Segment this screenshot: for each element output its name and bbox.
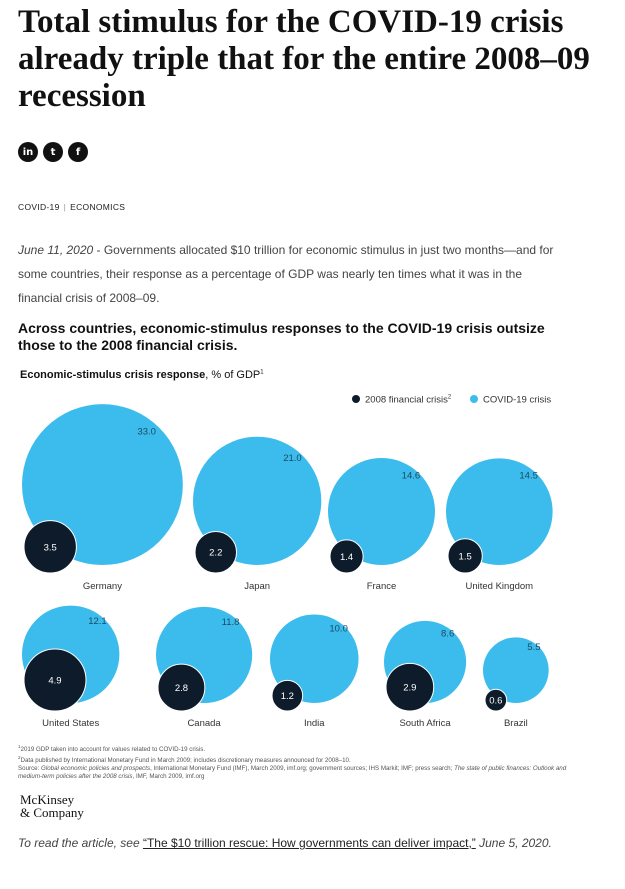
legend-swatch-2008 xyxy=(352,395,360,403)
value-2008-canada: 2.8 xyxy=(175,683,188,694)
chart-measure: Economic-stimulus crisis response, % of … xyxy=(20,369,264,381)
topic-tags: COVID-19 | ECONOMICS xyxy=(18,202,125,212)
value-covid-france: 14.6 xyxy=(402,470,421,481)
facebook-icon[interactable]: f xyxy=(68,142,88,162)
country-label-canada: Canada xyxy=(187,718,221,729)
unit-label: % of GDP xyxy=(211,369,261,381)
country-label-germany: Germany xyxy=(83,581,122,592)
tag-separator: | xyxy=(63,202,67,212)
legend-label-covid: COVID-19 crisis xyxy=(483,395,551,406)
mckinsey-logo: McKinsey & Company xyxy=(20,793,84,819)
read-more-prefix: To read the article, see xyxy=(18,836,143,850)
value-2008-brazil: 0.6 xyxy=(489,696,502,707)
value-2008-south-africa: 2.9 xyxy=(403,683,416,694)
tag-economics[interactable]: ECONOMICS xyxy=(70,202,126,212)
footnotes: 12019 GDP taken into account for values … xyxy=(18,743,578,781)
bubble-covid-united-kingdom xyxy=(446,458,553,565)
bubble-covid-brazil xyxy=(482,637,549,703)
legend-swatch-covid xyxy=(470,395,478,403)
value-covid-united-states: 12.1 xyxy=(88,616,107,627)
bubble-2008-united-states xyxy=(23,648,87,712)
page-title: Total stimulus for the COVID-19 crisis a… xyxy=(18,4,590,114)
value-covid-germany: 33.0 xyxy=(137,427,156,438)
intro-paragraph: June 11, 2020 - Governments allocated $1… xyxy=(18,238,558,310)
logo-line-2: & Company xyxy=(20,805,84,820)
value-covid-united-kingdom: 14.5 xyxy=(519,471,538,482)
value-2008-united-kingdom: 1.5 xyxy=(459,551,472,562)
chart-heading: Across countries, economic-stimulus resp… xyxy=(18,320,545,353)
footnote-2: 2Data published by International Monetar… xyxy=(18,755,351,765)
intro-text: - Governments allocated $10 trillion for… xyxy=(18,243,554,305)
country-label-japan: Japan xyxy=(244,581,270,592)
bubble-2008-united-kingdom xyxy=(447,538,483,574)
source-note: Source: Global economic policies and pro… xyxy=(18,765,567,781)
publish-date: June 11, 2020 xyxy=(18,243,94,257)
value-2008-france: 1.4 xyxy=(340,552,353,563)
bubble-chart: 2008 financial crisis2 COVID-19 crisis 33.… xyxy=(21,395,553,729)
bubble-2008-france xyxy=(329,539,364,574)
twitter-icon[interactable]: t xyxy=(43,142,63,162)
country-label-france: France xyxy=(367,581,397,592)
value-2008-japan: 2.2 xyxy=(209,548,222,559)
bubble-2008-germany xyxy=(23,520,77,574)
footnote-1: 12019 GDP taken into account for values … xyxy=(18,744,206,754)
linkedin-icon[interactable]: in xyxy=(18,142,38,162)
value-covid-south-africa: 8.6 xyxy=(441,628,454,639)
share-bar: in t f xyxy=(18,142,88,162)
bubble-2008-south-africa xyxy=(385,662,435,712)
article-link[interactable]: “The $10 trillion rescue: How government… xyxy=(142,836,476,850)
value-covid-japan: 21.0 xyxy=(283,453,302,464)
read-more: To read the article, see “The $10 trilli… xyxy=(18,832,578,854)
country-label-united-kingdom: United Kingdom xyxy=(466,581,534,592)
value-covid-canada: 11.8 xyxy=(222,617,240,628)
bubble-2008-canada xyxy=(157,663,206,712)
read-more-suffix: June 5, 2020. xyxy=(475,836,552,850)
value-covid-india: 10.0 xyxy=(329,623,348,634)
bubble-2008-japan xyxy=(194,530,238,574)
country-label-united-states: United States xyxy=(42,718,99,729)
country-label-south-africa: South Africa xyxy=(399,718,451,729)
logo-line-1: McKinsey xyxy=(20,792,75,807)
tag-covid-19[interactable]: COVID-19 xyxy=(18,202,60,212)
value-2008-united-states: 4.9 xyxy=(48,676,61,687)
value-covid-brazil: 5.5 xyxy=(527,642,540,653)
country-label-brazil: Brazil xyxy=(504,718,528,729)
bubble-2008-india xyxy=(271,679,304,712)
unit-footnote-mark: 1 xyxy=(260,369,264,376)
value-2008-germany: 3.5 xyxy=(44,542,57,553)
bubble-covid-france xyxy=(328,458,435,565)
measure-label: Economic-stimulus crisis response xyxy=(20,369,206,381)
legend-label-2008: 2008 financial crisis2 xyxy=(365,395,452,406)
value-2008-india: 1.2 xyxy=(281,691,294,702)
bubble-covid-japan xyxy=(193,436,322,565)
bubble-2008-brazil xyxy=(484,688,508,712)
country-label-india: India xyxy=(304,718,325,729)
